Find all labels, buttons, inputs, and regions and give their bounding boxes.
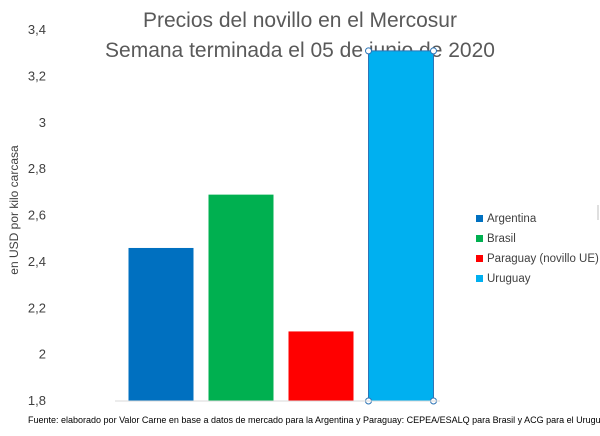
y-axis: 1,8 2 2,2 2,4 2,6 2,8 3 3,2 3,4 — [28, 22, 46, 408]
legend-label: Brasil — [487, 233, 516, 245]
legend-swatch — [476, 255, 483, 262]
legend-label: Argentina — [487, 213, 537, 225]
y-tick-label: 2,8 — [28, 161, 46, 176]
source-footnote: Fuente: elaborado por Valor Carne en bas… — [28, 415, 600, 425]
y-tick-label: 3,4 — [28, 22, 46, 37]
chart-title-line-1: Precios del novillo en el Mercosur — [143, 9, 457, 32]
y-tick-label: 1,8 — [28, 393, 46, 408]
legend-swatch — [476, 215, 483, 222]
bars — [128, 47, 437, 405]
y-tick-label: 3,2 — [28, 68, 46, 83]
bar-brasil[interactable] — [208, 194, 274, 401]
bar-paraguay[interactable] — [288, 331, 354, 401]
y-tick-label: 2,4 — [28, 254, 46, 269]
legend-label: Paraguay (novillo UE) — [487, 253, 599, 265]
selection-handle[interactable] — [430, 47, 437, 55]
y-tick-label: 2,2 — [28, 300, 46, 315]
y-tick-label: 3 — [39, 115, 46, 130]
y-axis-label: en USD por kilo carcasa — [7, 145, 21, 275]
legend-swatch — [476, 235, 483, 242]
y-tick-label: 2,6 — [28, 208, 46, 223]
y-tick-label: 2 — [39, 347, 46, 362]
bar-uruguay[interactable] — [368, 50, 434, 402]
bar-argentina[interactable] — [128, 247, 194, 401]
selection-handle[interactable] — [365, 47, 372, 55]
legend: Argentina Brasil Paraguay (novillo UE) Urug… — [476, 213, 599, 285]
legend-label: Uruguay — [487, 273, 531, 285]
legend-swatch — [476, 275, 483, 282]
